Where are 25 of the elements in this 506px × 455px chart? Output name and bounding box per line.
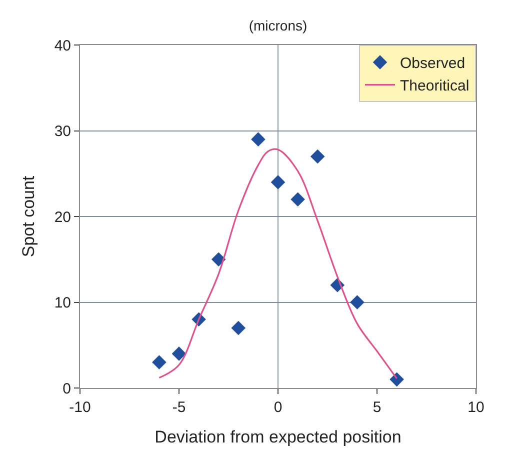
- point: [310, 149, 325, 164]
- point: [251, 132, 266, 146]
- x-tick-label: 10: [468, 399, 484, 416]
- x-tick-label: 5: [372, 399, 382, 416]
- chart-title: (microns): [248, 17, 308, 34]
- point: [390, 372, 404, 387]
- point: [231, 320, 246, 336]
- point: [350, 295, 364, 310]
- y-tick-label: 0: [62, 380, 71, 398]
- x-tick-label: 0: [274, 399, 282, 416]
- legend-label: Theoritical: [400, 78, 470, 95]
- legend-label: Observed: [400, 55, 466, 72]
- x-axis-title: Deviation from expected position: [154, 427, 402, 446]
- x-tick-label: -10: [69, 399, 91, 416]
- point: [270, 175, 286, 190]
- point: [211, 252, 226, 267]
- point: [172, 346, 186, 361]
- x-tick-label: -5: [172, 399, 186, 416]
- y-axis-title: Spot count: [18, 176, 38, 258]
- y-tick-label: 40: [54, 37, 71, 54]
- point: [290, 192, 305, 206]
- y-tick-label: 10: [54, 294, 71, 312]
- y-tick-label: 30: [54, 123, 71, 140]
- point: [152, 355, 166, 370]
- y-tick-label: 20: [54, 208, 71, 226]
